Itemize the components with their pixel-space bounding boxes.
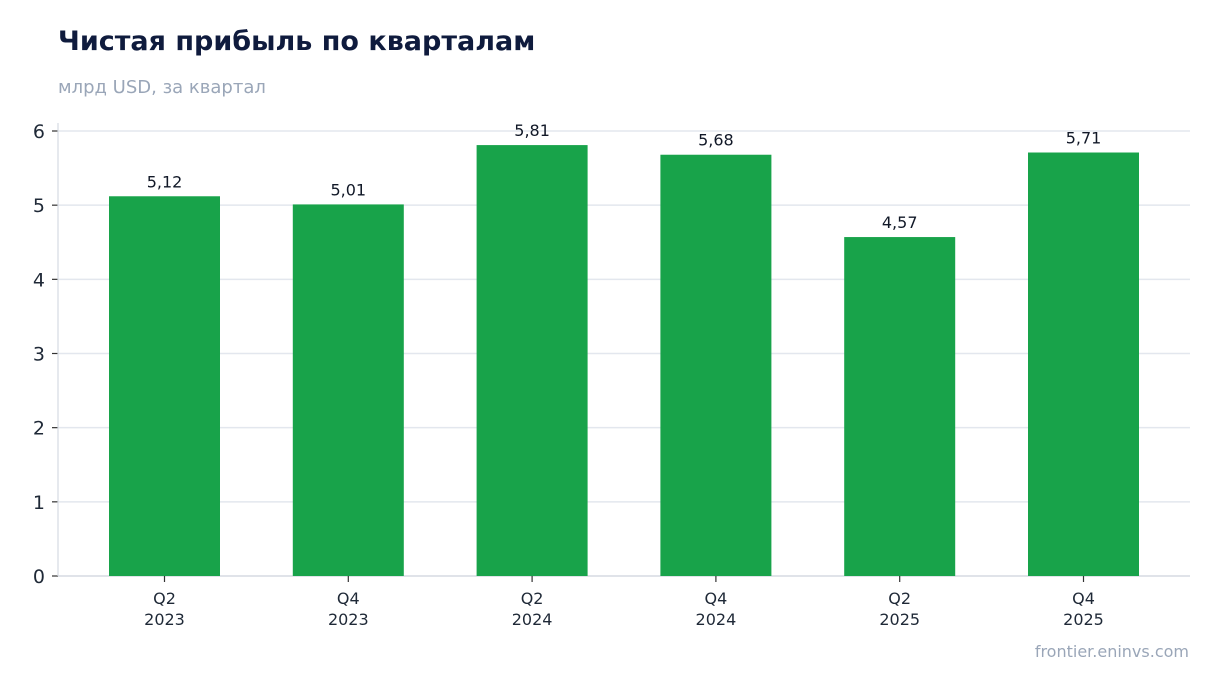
x-tick-label-quarter: Q2 — [888, 589, 911, 608]
y-tick-label: 2 — [33, 418, 45, 440]
x-tick-label-quarter: Q4 — [337, 589, 360, 608]
bar-value-label: 5,68 — [698, 131, 734, 150]
bar-value-label: 5,71 — [1066, 129, 1102, 148]
x-tick-label-year: 2024 — [512, 610, 553, 629]
x-tick-label-year: 2025 — [879, 610, 920, 629]
y-tick-label: 3 — [33, 344, 45, 366]
chart-subtitle: млрд USD, за квартал — [58, 77, 266, 98]
x-tick-label-quarter: Q4 — [1072, 589, 1095, 608]
y-tick-label: 4 — [33, 269, 45, 291]
x-tick-label-quarter: Q2 — [521, 589, 544, 608]
bar-value-label: 5,12 — [147, 172, 183, 191]
axes: 0 1 2 3 4 5 6 — [33, 121, 1190, 588]
bar — [476, 145, 588, 576]
bar — [660, 154, 772, 576]
x-tick-label-year: 2024 — [696, 610, 737, 629]
labels: 5,12 Q2 2023 5,01 Q4 2023 5,81 Q2 2024 5,68 Q4 2024… — [144, 121, 1104, 629]
y-tick-label: 0 — [33, 566, 45, 588]
bar — [109, 196, 220, 576]
bar-value-label: 4,57 — [882, 213, 918, 232]
x-tick-label-quarter: Q4 — [705, 589, 728, 608]
x-tick-label-quarter: Q2 — [153, 589, 176, 608]
bar-value-label: 5,01 — [330, 180, 366, 199]
grid-lines — [58, 130, 1190, 503]
x-tick-label-year: 2023 — [328, 610, 369, 629]
y-tick-label: 5 — [33, 195, 45, 217]
bar — [844, 237, 956, 576]
y-tick-label: 1 — [33, 492, 45, 514]
x-tick-label-year: 2023 — [144, 610, 185, 629]
y-tick-label: 6 — [33, 121, 45, 143]
x-tick-label-year: 2025 — [1063, 610, 1104, 629]
chart-title: Чистая прибыль по кварталам — [58, 26, 536, 57]
bar — [292, 204, 404, 577]
bars — [109, 145, 1139, 577]
bar — [1028, 152, 1139, 576]
bar-value-label: 5,81 — [514, 121, 550, 140]
source-credit: frontier.eninvs.com — [1034, 642, 1189, 661]
